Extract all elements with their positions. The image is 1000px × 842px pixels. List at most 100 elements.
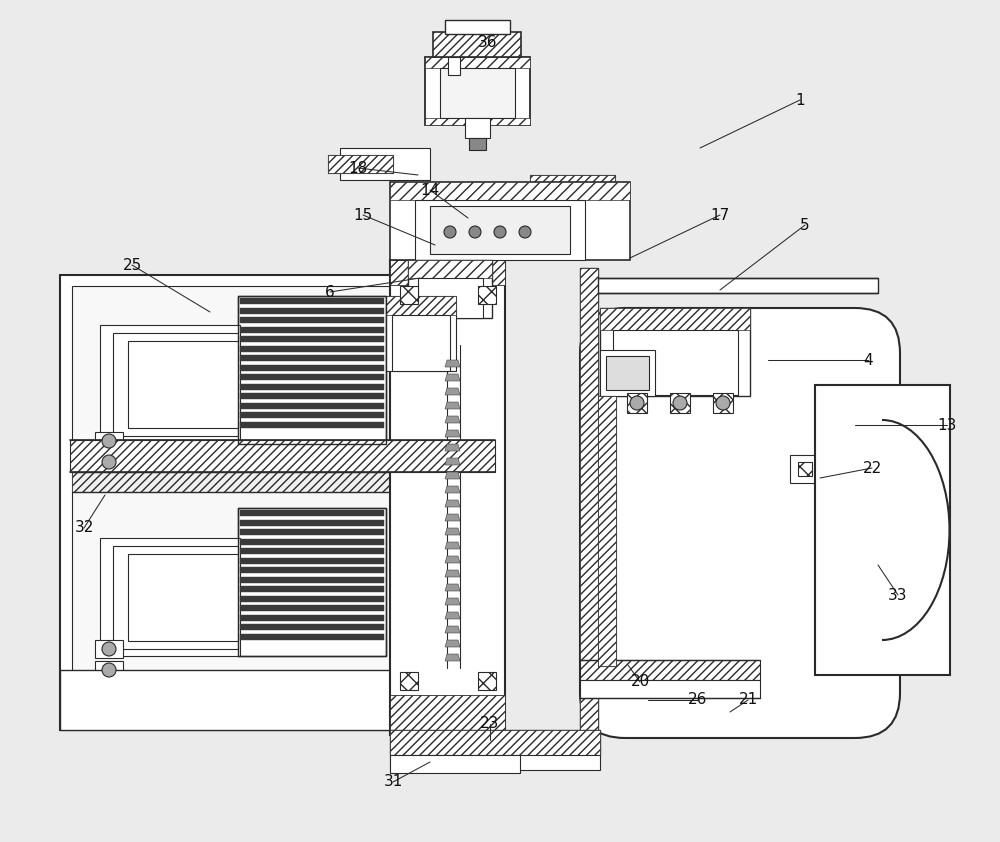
Bar bbox=[448, 57, 460, 75]
Bar bbox=[798, 462, 812, 476]
Text: 13: 13 bbox=[937, 418, 957, 433]
Bar bbox=[440, 68, 515, 118]
Polygon shape bbox=[390, 695, 505, 730]
Bar bbox=[95, 661, 123, 679]
Bar bbox=[400, 286, 418, 304]
Bar bbox=[598, 278, 878, 293]
Bar bbox=[240, 336, 384, 342]
Polygon shape bbox=[445, 598, 460, 605]
Polygon shape bbox=[390, 260, 505, 285]
Text: 33: 33 bbox=[888, 588, 908, 603]
Text: 22: 22 bbox=[862, 461, 882, 476]
Polygon shape bbox=[580, 680, 760, 698]
Bar bbox=[328, 155, 393, 173]
Bar bbox=[670, 393, 690, 413]
Bar bbox=[240, 393, 384, 399]
Bar bbox=[713, 393, 733, 413]
Polygon shape bbox=[580, 660, 760, 680]
Text: 5: 5 bbox=[800, 217, 810, 232]
Text: 14: 14 bbox=[420, 183, 440, 198]
Bar bbox=[627, 393, 647, 413]
Polygon shape bbox=[445, 542, 460, 549]
Polygon shape bbox=[390, 730, 600, 755]
Text: 25: 25 bbox=[122, 258, 142, 273]
Polygon shape bbox=[598, 396, 616, 666]
Polygon shape bbox=[445, 416, 460, 423]
Polygon shape bbox=[445, 640, 460, 647]
Bar bbox=[240, 422, 384, 428]
Text: 31: 31 bbox=[383, 775, 403, 790]
Bar bbox=[240, 624, 384, 630]
Bar bbox=[238, 296, 386, 444]
Bar bbox=[128, 554, 238, 641]
Text: 18: 18 bbox=[348, 161, 368, 175]
Bar bbox=[240, 605, 384, 611]
Circle shape bbox=[716, 396, 730, 410]
Bar bbox=[606, 356, 649, 390]
Bar bbox=[430, 206, 570, 254]
Polygon shape bbox=[445, 584, 460, 591]
Bar bbox=[240, 327, 384, 333]
Bar bbox=[240, 412, 384, 418]
Circle shape bbox=[102, 455, 116, 469]
Bar bbox=[408, 260, 492, 318]
Text: 26: 26 bbox=[688, 692, 708, 707]
Bar bbox=[240, 374, 384, 380]
Bar bbox=[390, 755, 600, 770]
Bar bbox=[425, 57, 530, 125]
Bar bbox=[465, 118, 490, 138]
Text: 4: 4 bbox=[863, 353, 873, 367]
Polygon shape bbox=[445, 626, 460, 633]
Bar bbox=[238, 296, 386, 444]
Bar bbox=[240, 615, 384, 621]
Polygon shape bbox=[445, 486, 460, 493]
Circle shape bbox=[673, 396, 687, 410]
Bar bbox=[418, 278, 483, 318]
Bar bbox=[240, 595, 384, 601]
Bar bbox=[240, 383, 384, 390]
Bar bbox=[240, 539, 384, 545]
Bar bbox=[95, 432, 123, 450]
Text: 1: 1 bbox=[795, 93, 805, 108]
Bar bbox=[113, 333, 238, 436]
Polygon shape bbox=[600, 308, 750, 330]
Bar bbox=[478, 672, 496, 690]
Polygon shape bbox=[530, 175, 615, 195]
Polygon shape bbox=[328, 155, 393, 173]
Bar bbox=[386, 296, 456, 371]
Bar bbox=[60, 670, 400, 730]
Bar bbox=[600, 308, 750, 396]
Polygon shape bbox=[445, 472, 460, 479]
Bar bbox=[72, 286, 482, 718]
Circle shape bbox=[519, 226, 531, 238]
Text: 21: 21 bbox=[738, 692, 758, 707]
Bar bbox=[100, 538, 240, 656]
Bar bbox=[580, 268, 598, 738]
Text: 15: 15 bbox=[353, 207, 373, 222]
Circle shape bbox=[102, 663, 116, 677]
Polygon shape bbox=[70, 440, 495, 472]
Bar bbox=[240, 633, 384, 640]
Polygon shape bbox=[445, 556, 460, 563]
Bar bbox=[95, 640, 123, 658]
Polygon shape bbox=[425, 57, 530, 68]
Polygon shape bbox=[390, 472, 495, 492]
Bar bbox=[240, 577, 384, 583]
Text: 20: 20 bbox=[630, 674, 650, 690]
Polygon shape bbox=[72, 472, 390, 492]
Polygon shape bbox=[445, 388, 460, 395]
Bar bbox=[469, 138, 486, 150]
Circle shape bbox=[630, 396, 644, 410]
Bar bbox=[240, 520, 384, 525]
Polygon shape bbox=[390, 182, 630, 200]
Polygon shape bbox=[445, 514, 460, 521]
Polygon shape bbox=[445, 402, 460, 409]
Bar bbox=[240, 298, 384, 304]
Bar bbox=[433, 32, 521, 57]
Polygon shape bbox=[445, 654, 460, 661]
Bar bbox=[478, 286, 496, 304]
Polygon shape bbox=[390, 440, 495, 460]
Bar bbox=[790, 455, 820, 483]
Bar bbox=[240, 567, 384, 573]
Polygon shape bbox=[445, 374, 460, 381]
